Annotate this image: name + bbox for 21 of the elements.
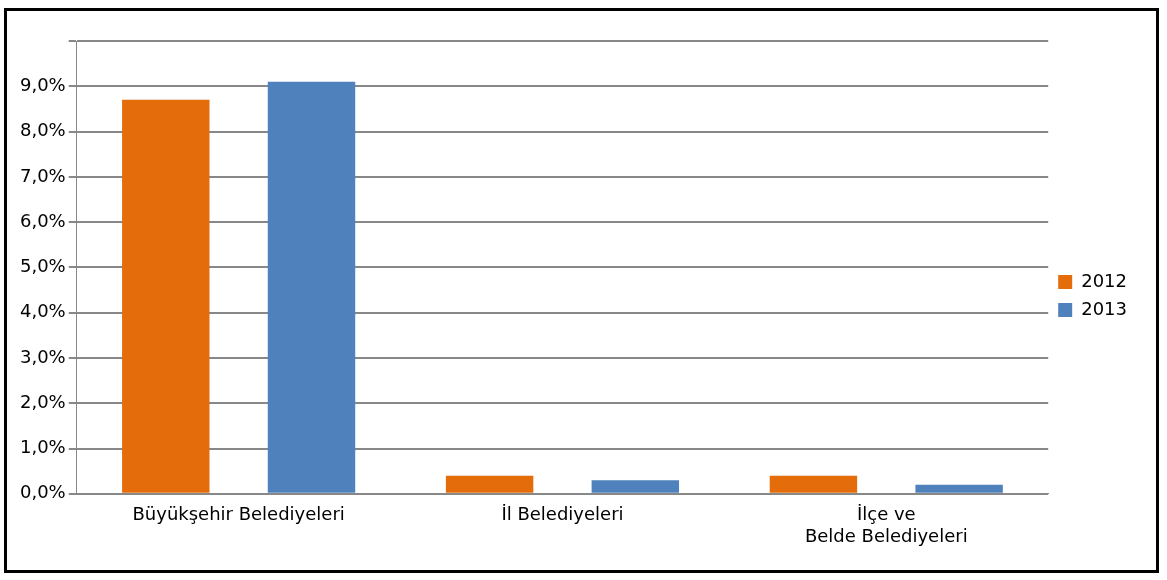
bar <box>915 484 1003 493</box>
x-tick-label: İl Belediyeleri <box>501 503 624 525</box>
bar <box>122 99 210 493</box>
y-tick-label: 7,0% <box>20 164 66 186</box>
y-tick-label: 5,0% <box>20 255 66 277</box>
bar <box>769 475 858 493</box>
bar <box>445 475 534 493</box>
y-tick-label: 9,0% <box>20 73 66 95</box>
y-tick-label: 2,0% <box>20 390 66 412</box>
y-tick-label: 3,0% <box>20 345 66 367</box>
y-tick-label: 4,0% <box>20 300 66 322</box>
x-tick-label: İlçe ve Belde Belediyeleri <box>804 503 968 546</box>
legend-label: 2013 <box>1081 297 1127 319</box>
bar <box>591 480 680 493</box>
y-tick-label: 0,0% <box>20 481 66 503</box>
y-tick-label: 6,0% <box>20 209 66 231</box>
y-tick-label: 1,0% <box>20 436 66 458</box>
y-tick-label: 8,0% <box>20 119 66 141</box>
x-tick-label: Büyükşehir Belediyeleri <box>132 503 345 525</box>
bar <box>267 81 356 493</box>
legend-label: 2012 <box>1081 269 1127 291</box>
